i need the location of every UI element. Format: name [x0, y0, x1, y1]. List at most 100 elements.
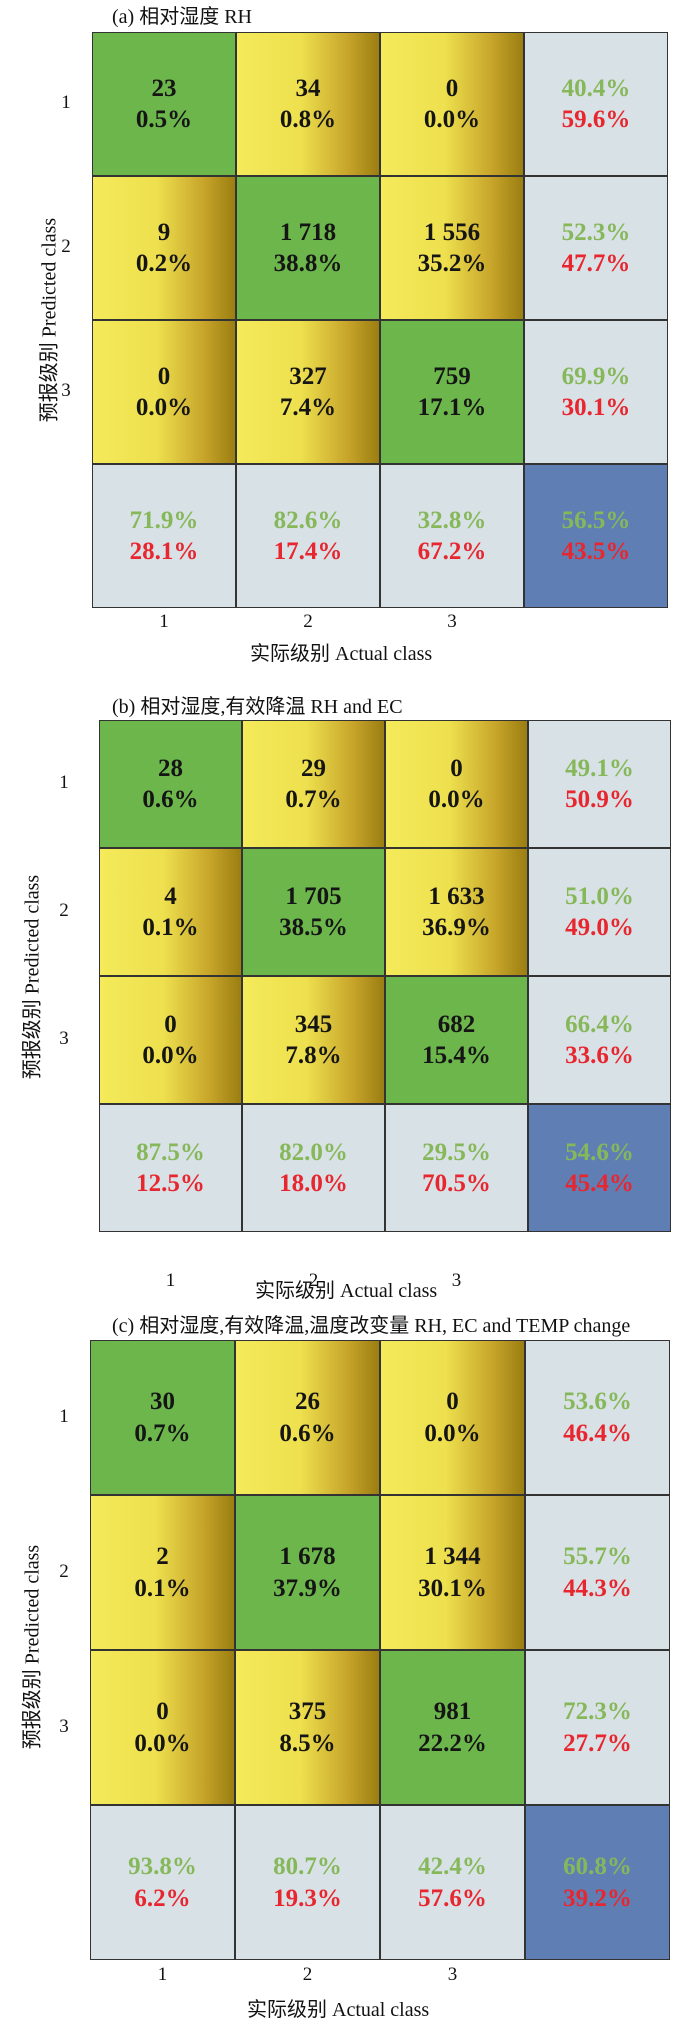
- cell-percent: 0.5%: [135, 106, 193, 133]
- panel-title: (b) 相对湿度,有效降温 RH and EC: [112, 696, 403, 718]
- error-cell: 0 0.0%: [380, 32, 524, 176]
- error-rate: 18.0%: [279, 1170, 348, 1197]
- error-rate: 67.2%: [417, 538, 487, 565]
- x-axis-label: 实际级别 Actual class: [247, 1999, 430, 2021]
- row-rate-cell: 69.9% 30.1%: [524, 320, 668, 464]
- overall-cell: 54.6% 45.4%: [528, 1104, 671, 1232]
- cell-percent: 7.4%: [279, 394, 337, 421]
- y-tick-label: 2: [59, 1560, 69, 1582]
- error-cell: 1 556 35.2%: [380, 176, 524, 320]
- cell-count: 345: [294, 1010, 333, 1038]
- cell-count: 0: [157, 362, 171, 390]
- y-tick-label: 2: [59, 900, 69, 921]
- correct-cell: 682 15.4%: [385, 976, 528, 1104]
- cell-percent: 17.1%: [417, 394, 487, 421]
- overall-error: 43.5%: [561, 538, 631, 565]
- cell-count: 1 705: [285, 882, 342, 910]
- error-rate: 49.0%: [565, 914, 634, 941]
- y-tick-label: 3: [61, 380, 71, 401]
- cell-percent: 37.9%: [273, 1574, 342, 1602]
- correct-rate: 80.7%: [273, 1853, 342, 1881]
- correct-cell: 30 0.7%: [90, 1340, 235, 1495]
- error-cell: 4 0.1%: [99, 848, 242, 976]
- cell-percent: 0.0%: [424, 1419, 481, 1447]
- x-tick-label: 3: [451, 1270, 462, 1291]
- correct-rate: 82.6%: [273, 506, 343, 534]
- error-rate: 59.6%: [561, 106, 631, 133]
- error-cell: 0 0.0%: [99, 976, 242, 1104]
- y-tick-label: 3: [59, 1028, 69, 1049]
- row-rate-cell: 53.6% 46.4%: [525, 1340, 670, 1495]
- correct-rate: 69.9%: [561, 362, 631, 390]
- error-cell: 2 0.1%: [90, 1495, 235, 1650]
- overall-error: 39.2%: [563, 1884, 632, 1912]
- cell-count: 981: [433, 1698, 472, 1726]
- error-rate: 33.6%: [565, 1042, 634, 1069]
- cell-percent: 15.4%: [422, 1042, 491, 1069]
- error-cell: 34 0.8%: [236, 32, 380, 176]
- row-rate-cell: 55.7% 44.3%: [525, 1495, 670, 1650]
- x-tick-label: 2: [302, 1964, 313, 1985]
- correct-cell: 1 718 38.8%: [236, 176, 380, 320]
- cell-count: 327: [289, 362, 327, 390]
- overall-cell: 60.8% 39.2%: [525, 1805, 670, 1960]
- cell-count: 0: [164, 1010, 177, 1038]
- col-rate-cell: 42.4% 57.6%: [380, 1805, 525, 1960]
- correct-rate: 93.8%: [128, 1853, 197, 1881]
- error-rate: 57.6%: [418, 1884, 487, 1912]
- overall-accuracy: 54.6%: [565, 1138, 634, 1166]
- cell-percent: 36.9%: [422, 914, 491, 941]
- row-rate-cell: 66.4% 33.6%: [528, 976, 671, 1104]
- cell-percent: 38.5%: [279, 914, 348, 941]
- y-axis-label: 预报级别 Predicted class: [21, 1544, 44, 1750]
- correct-rate: 32.8%: [417, 506, 487, 534]
- error-cell: 345 7.8%: [242, 976, 385, 1104]
- cell-percent: 0.0%: [423, 106, 481, 133]
- cell-percent: 0.0%: [142, 1042, 199, 1069]
- x-axis-label: 实际级别 Actual class: [250, 643, 433, 665]
- error-cell: 29 0.7%: [242, 720, 385, 848]
- correct-cell: 1 678 37.9%: [235, 1495, 380, 1650]
- error-cell: 0 0.0%: [92, 320, 236, 464]
- col-rate-cell: 82.0% 18.0%: [242, 1104, 385, 1232]
- correct-cell: 759 17.1%: [380, 320, 524, 464]
- cell-percent: 0.0%: [135, 394, 193, 421]
- overall-error: 45.4%: [565, 1170, 634, 1197]
- x-tick-label: 1: [165, 1270, 176, 1291]
- x-tick-label: 2: [308, 1270, 319, 1291]
- error-rate: 46.4%: [563, 1419, 632, 1447]
- error-cell: 1 633 36.9%: [385, 848, 528, 976]
- cell-percent: 0.0%: [428, 786, 485, 813]
- error-cell: 26 0.6%: [235, 1340, 380, 1495]
- cell-count: 29: [301, 754, 326, 782]
- cell-percent: 0.2%: [135, 250, 193, 277]
- x-tick-label: 1: [157, 1964, 168, 1985]
- cell-percent: 0.7%: [285, 786, 342, 813]
- error-rate: 50.9%: [565, 786, 634, 813]
- error-cell: 327 7.4%: [236, 320, 380, 464]
- error-rate: 27.7%: [563, 1729, 632, 1757]
- error-rate: 70.5%: [422, 1170, 491, 1197]
- col-rate-cell: 29.5% 70.5%: [385, 1104, 528, 1232]
- correct-rate: 40.4%: [561, 74, 631, 102]
- x-axis-label: 实际级别 Actual class: [255, 1280, 438, 1302]
- y-tick-label: 1: [59, 772, 69, 793]
- error-rate: 12.5%: [136, 1170, 205, 1197]
- y-axis-label: 预报级别 Predicted class: [38, 217, 61, 423]
- cell-percent: 0.7%: [134, 1419, 191, 1447]
- correct-rate: 51.0%: [565, 882, 634, 910]
- error-rate: 30.1%: [561, 394, 631, 421]
- confusion-matrix: 30 0.7% 26 0.6% 0 0.0% 53.6% 46.4% 2 0.1% 1 678 37.…: [90, 1340, 670, 1960]
- col-rate-cell: 71.9% 28.1%: [92, 464, 236, 608]
- correct-rate: 82.0%: [279, 1138, 348, 1166]
- correct-cell: 981 22.2%: [380, 1650, 525, 1805]
- cell-count: 4: [164, 882, 177, 910]
- cell-count: 682: [437, 1010, 476, 1038]
- cell-count: 1 718: [279, 218, 337, 246]
- cell-percent: 0.1%: [142, 914, 199, 941]
- cell-percent: 8.5%: [279, 1729, 336, 1757]
- correct-rate: 66.4%: [565, 1010, 634, 1038]
- cell-count: 1 556: [423, 218, 481, 246]
- error-cell: 0 0.0%: [380, 1340, 525, 1495]
- error-cell: 375 8.5%: [235, 1650, 380, 1805]
